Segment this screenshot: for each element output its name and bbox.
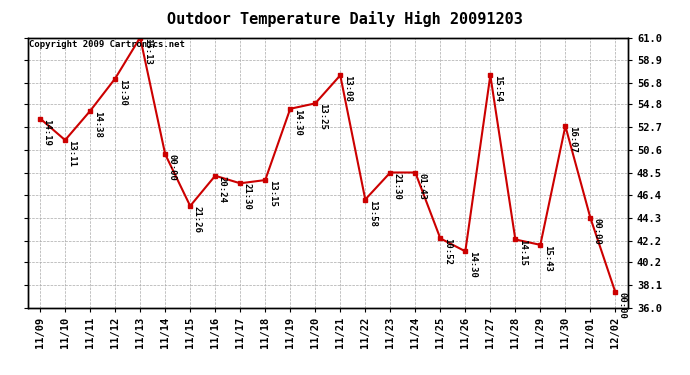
Text: 01:43: 01:43 (417, 172, 427, 200)
Text: 13:30: 13:30 (117, 78, 127, 105)
Text: 00:00: 00:00 (618, 292, 627, 319)
Text: 13:58: 13:58 (368, 200, 377, 226)
Text: 20:24: 20:24 (217, 176, 227, 203)
Text: 21:30: 21:30 (243, 183, 252, 210)
Text: 21:26: 21:26 (193, 206, 201, 233)
Text: 10:52: 10:52 (443, 238, 452, 265)
Text: 13:25: 13:25 (317, 104, 327, 130)
Text: 14:30: 14:30 (468, 251, 477, 278)
Text: 13:08: 13:08 (343, 75, 352, 102)
Text: 13:11: 13:11 (68, 140, 77, 167)
Text: 21:30: 21:30 (393, 172, 402, 200)
Text: 14:15: 14:15 (518, 240, 527, 266)
Text: 13:15: 13:15 (268, 180, 277, 207)
Text: 16:07: 16:07 (568, 126, 577, 153)
Text: 15:43: 15:43 (543, 245, 552, 272)
Text: 14:38: 14:38 (92, 111, 101, 138)
Text: 00:00: 00:00 (168, 154, 177, 181)
Text: 14:30: 14:30 (293, 109, 302, 136)
Text: 14:19: 14:19 (43, 118, 52, 146)
Text: Copyright 2009 Cartronics.net: Copyright 2009 Cartronics.net (29, 40, 185, 49)
Text: 15:54: 15:54 (493, 75, 502, 102)
Text: 00:00: 00:00 (593, 218, 602, 245)
Text: Outdoor Temperature Daily High 20091203: Outdoor Temperature Daily High 20091203 (167, 11, 523, 27)
Text: 15:13: 15:13 (143, 38, 152, 64)
